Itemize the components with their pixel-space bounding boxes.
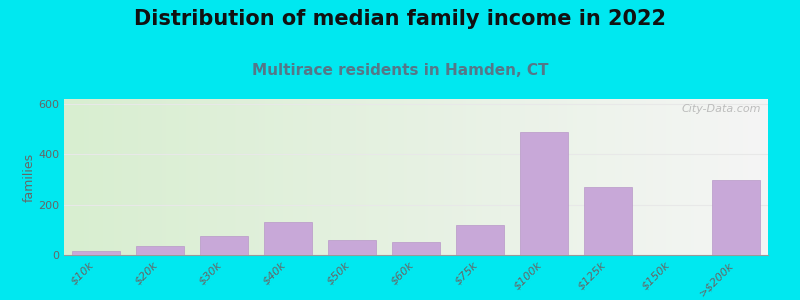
Bar [200,236,248,255]
Bar [520,132,568,255]
Bar [72,251,120,255]
Bar [392,242,440,255]
Text: Multirace residents in Hamden, CT: Multirace residents in Hamden, CT [252,63,548,78]
Bar [456,225,504,255]
Text: City-Data.com: City-Data.com [682,104,761,114]
Bar [328,240,376,255]
Bar [136,246,184,255]
Bar [264,222,312,255]
Bar [584,187,632,255]
Y-axis label: families: families [22,152,35,202]
Bar [712,179,760,255]
Text: Distribution of median family income in 2022: Distribution of median family income in … [134,9,666,29]
